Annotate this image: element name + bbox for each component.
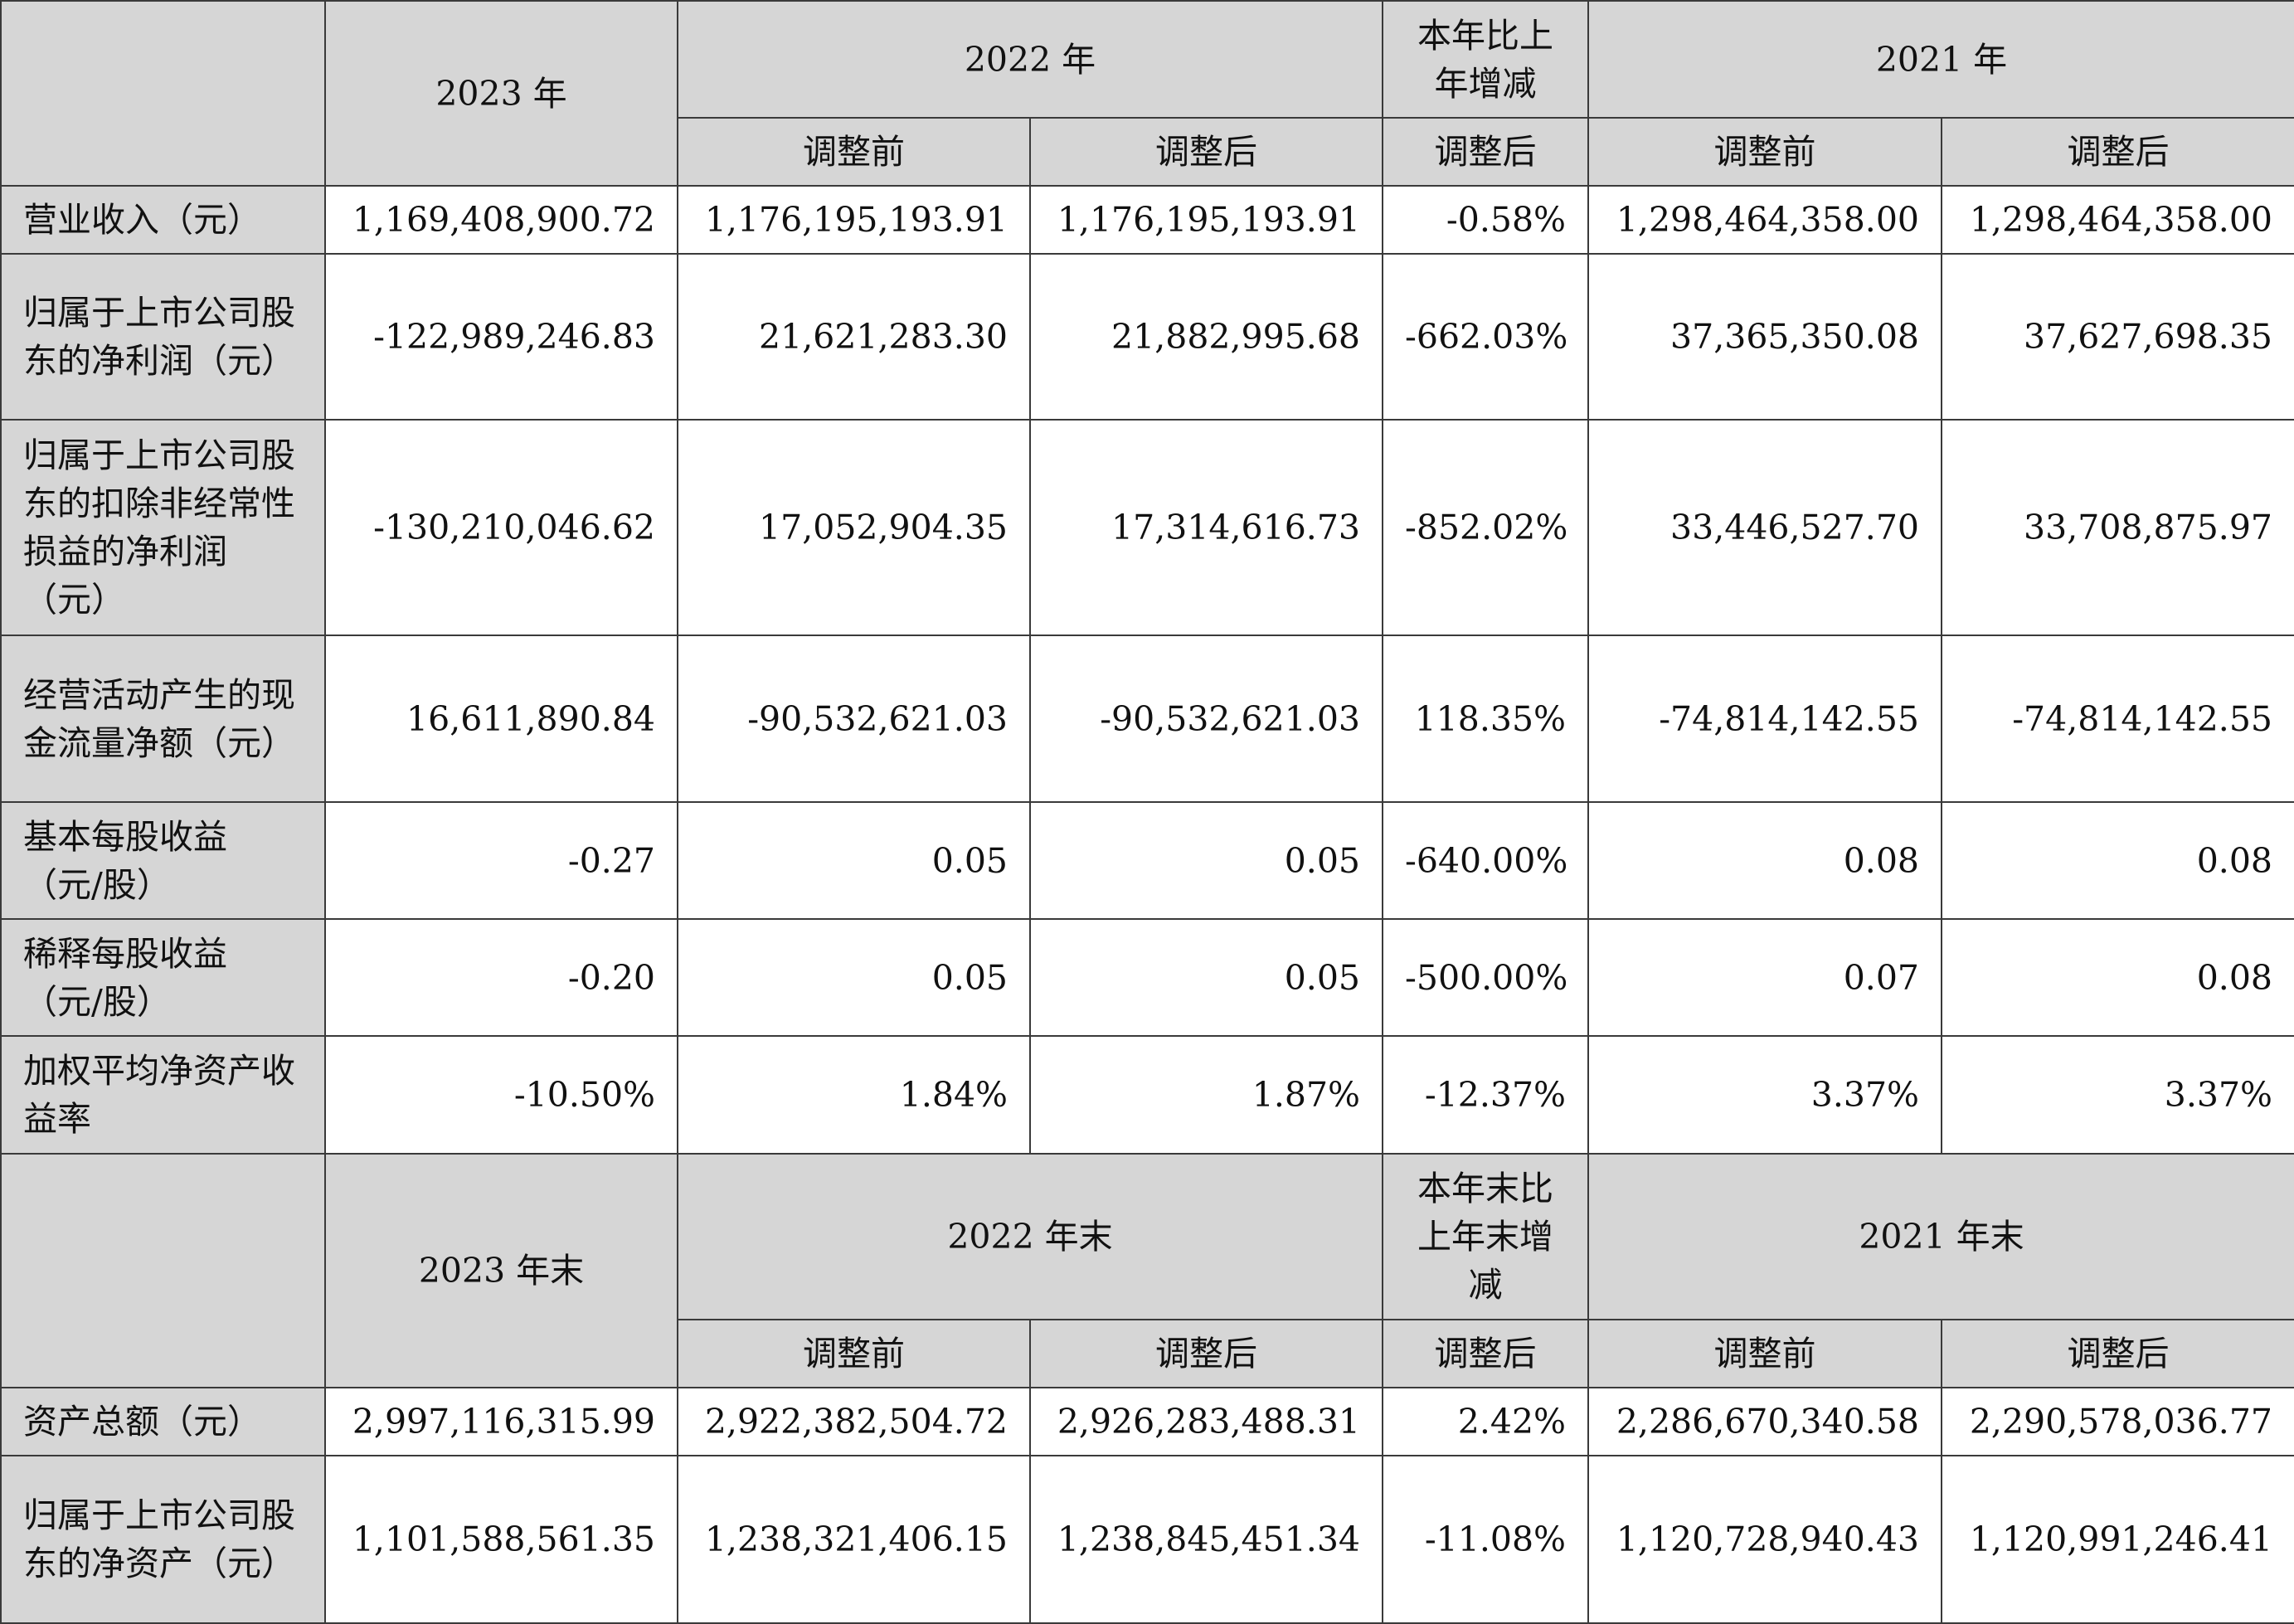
table-row-weighted-roe: 加权平均净资产收益率 -10.50% 1.84% 1.87% -12.37% 3…: [0, 1035, 2294, 1155]
table-row-net-profit-deducted: 归属于上市公司股东的扣除非经常性损益的净利润（元） -130,210,046.6…: [0, 419, 2294, 636]
header-row-2: 调整前 调整后 调整后 调整前 调整后: [1, 117, 2294, 187]
table-row-diluted-eps: 稀释每股收益（元/股） -0.20 0.05 0.05 -500.00% 0.0…: [0, 918, 2294, 1037]
cell-2022-after: 0.05: [1029, 918, 1383, 1037]
cell-2022-before: 21,621,283.30: [677, 253, 1031, 421]
row-label: 营业收入（元）: [0, 185, 326, 255]
cell-2021-after: 33,708,875.97: [1941, 419, 2294, 636]
header-2021-end-before: 调整前: [1587, 1319, 1942, 1388]
cell-change: -640.00%: [1382, 801, 1589, 920]
row-label: 基本每股收益（元/股）: [0, 801, 326, 920]
cell-2023: -0.20: [324, 918, 678, 1037]
header-change-end-after: 调整后: [1382, 1319, 1589, 1388]
cell-2022-before: 1,238,321,406.15: [677, 1455, 1031, 1624]
cell-change: -852.02%: [1382, 419, 1589, 636]
cell-2022-before: 0.05: [677, 801, 1031, 920]
cell-change: -11.08%: [1382, 1455, 1589, 1624]
row-label: 资产总额（元）: [0, 1387, 326, 1456]
cell-2021-before: 1,120,728,940.43: [1587, 1455, 1942, 1624]
cell-2021-before: 37,365,350.08: [1587, 253, 1942, 421]
cell-2023: -122,989,246.83: [324, 253, 678, 421]
table-row-basic-eps: 基本每股收益（元/股） -0.27 0.05 0.05 -640.00% 0.0…: [0, 801, 2294, 920]
header-yoy-change: 本年比上年增减: [1382, 0, 1589, 119]
header-2022-end-before: 调整前: [677, 1319, 1031, 1388]
row-label: 经营活动产生的现金流量净额（元）: [0, 635, 326, 803]
cell-2022-after: -90,532,621.03: [1029, 635, 1383, 803]
cell-2023: -0.27: [324, 801, 678, 920]
cell-2023: -130,210,046.62: [324, 419, 678, 636]
cell-2021-before: 33,446,527.70: [1587, 419, 1942, 636]
cell-2021-after: 2,290,578,036.77: [1941, 1387, 2294, 1456]
cell-2022-before: 1.84%: [677, 1035, 1031, 1155]
header-yoy-change-end: 本年末比上年末增减: [1382, 1153, 1589, 1320]
cell-2021-after: 0.08: [1941, 918, 2294, 1037]
cell-change: -662.03%: [1382, 253, 1589, 421]
header-2023-end: 2023 年末: [324, 1153, 678, 1388]
row-label: 归属于上市公司股东的净资产（元）: [0, 1455, 326, 1624]
cell-2021-before: -74,814,142.55: [1587, 635, 1942, 803]
header-row-4: 调整前 调整后 调整后 调整前 调整后: [1, 1319, 2294, 1388]
row-label: 归属于上市公司股东的扣除非经常性损益的净利润（元）: [0, 419, 326, 636]
header-2021-before: 调整前: [1587, 117, 1942, 187]
header-corner-cell: [0, 0, 326, 187]
cell-2022-after: 2,926,283,488.31: [1029, 1387, 1383, 1456]
cell-2022-after: 1,238,845,451.34: [1029, 1455, 1383, 1624]
header-2022: 2022 年: [677, 0, 1383, 119]
header-2022-before: 调整前: [677, 117, 1031, 187]
cell-2023: -10.50%: [324, 1035, 678, 1155]
table-row-revenue: 营业收入（元） 1,169,408,900.72 1,176,195,193.9…: [0, 185, 2294, 255]
header-change-after: 调整后: [1382, 117, 1589, 187]
row-label: 加权平均净资产收益率: [0, 1035, 326, 1155]
cell-2023: 1,169,408,900.72: [324, 185, 678, 255]
cell-2022-before: -90,532,621.03: [677, 635, 1031, 803]
header-2021-end-after: 调整后: [1941, 1319, 2294, 1388]
header-2021-after: 调整后: [1941, 117, 2294, 187]
table-row-net-profit: 归属于上市公司股东的净利润（元） -122,989,246.83 21,621,…: [0, 253, 2294, 421]
cell-2021-after: 37,627,698.35: [1941, 253, 2294, 421]
table-row-net-assets: 归属于上市公司股东的净资产（元） 1,101,588,561.35 1,238,…: [0, 1455, 2294, 1624]
header-2022-end-after: 调整后: [1029, 1319, 1383, 1388]
header-corner-cell-2: [0, 1153, 326, 1388]
cell-2021-before: 3.37%: [1587, 1035, 1942, 1155]
cell-change: 118.35%: [1382, 635, 1589, 803]
cell-2021-before: 0.07: [1587, 918, 1942, 1037]
cell-2021-after: 0.08: [1941, 801, 2294, 920]
cell-change: 2.42%: [1382, 1387, 1589, 1456]
cell-change: -500.00%: [1382, 918, 1589, 1037]
cell-2021-before: 2,286,670,340.58: [1587, 1387, 1942, 1456]
cell-2021-after: 3.37%: [1941, 1035, 2294, 1155]
row-label: 归属于上市公司股东的净利润（元）: [0, 253, 326, 421]
cell-change: -12.37%: [1382, 1035, 1589, 1155]
header-2021-end: 2021 年末: [1587, 1153, 2294, 1320]
cell-2021-after: 1,120,991,246.41: [1941, 1455, 2294, 1624]
cell-2022-before: 2,922,382,504.72: [677, 1387, 1031, 1456]
header-row-1: 2023 年 2022 年 本年比上年增减 2021 年: [0, 0, 2294, 187]
cell-2023: 16,611,890.84: [324, 635, 678, 803]
cell-2022-after: 1.87%: [1029, 1035, 1383, 1155]
header-2022-after: 调整后: [1029, 117, 1383, 187]
cell-2021-after: -74,814,142.55: [1941, 635, 2294, 803]
header-2021: 2021 年: [1587, 0, 2294, 119]
header-2023: 2023 年: [324, 0, 678, 187]
cell-2021-before: 1,298,464,358.00: [1587, 185, 1942, 255]
cell-2022-after: 17,314,616.73: [1029, 419, 1383, 636]
cell-2022-before: 1,176,195,193.91: [677, 185, 1031, 255]
cell-2022-after: 0.05: [1029, 801, 1383, 920]
header-2022-end: 2022 年末: [677, 1153, 1383, 1320]
cell-2022-after: 21,882,995.68: [1029, 253, 1383, 421]
cell-2022-before: 0.05: [677, 918, 1031, 1037]
cell-2022-before: 17,052,904.35: [677, 419, 1031, 636]
cell-change: -0.58%: [1382, 185, 1589, 255]
row-label: 稀释每股收益（元/股）: [0, 918, 326, 1037]
cell-2021-after: 1,298,464,358.00: [1941, 185, 2294, 255]
cell-2022-after: 1,176,195,193.91: [1029, 185, 1383, 255]
cell-2023: 2,997,116,315.99: [324, 1387, 678, 1456]
cell-2021-before: 0.08: [1587, 801, 1942, 920]
header-row-3: 2023 年末 2022 年末 本年末比上年末增减 2021 年末: [0, 1153, 2294, 1388]
table-row-total-assets: 资产总额（元） 2,997,116,315.99 2,922,382,504.7…: [0, 1387, 2294, 1456]
cell-2023: 1,101,588,561.35: [324, 1455, 678, 1624]
table-row-operating-cash-flow: 经营活动产生的现金流量净额（元） 16,611,890.84 -90,532,6…: [0, 635, 2294, 803]
